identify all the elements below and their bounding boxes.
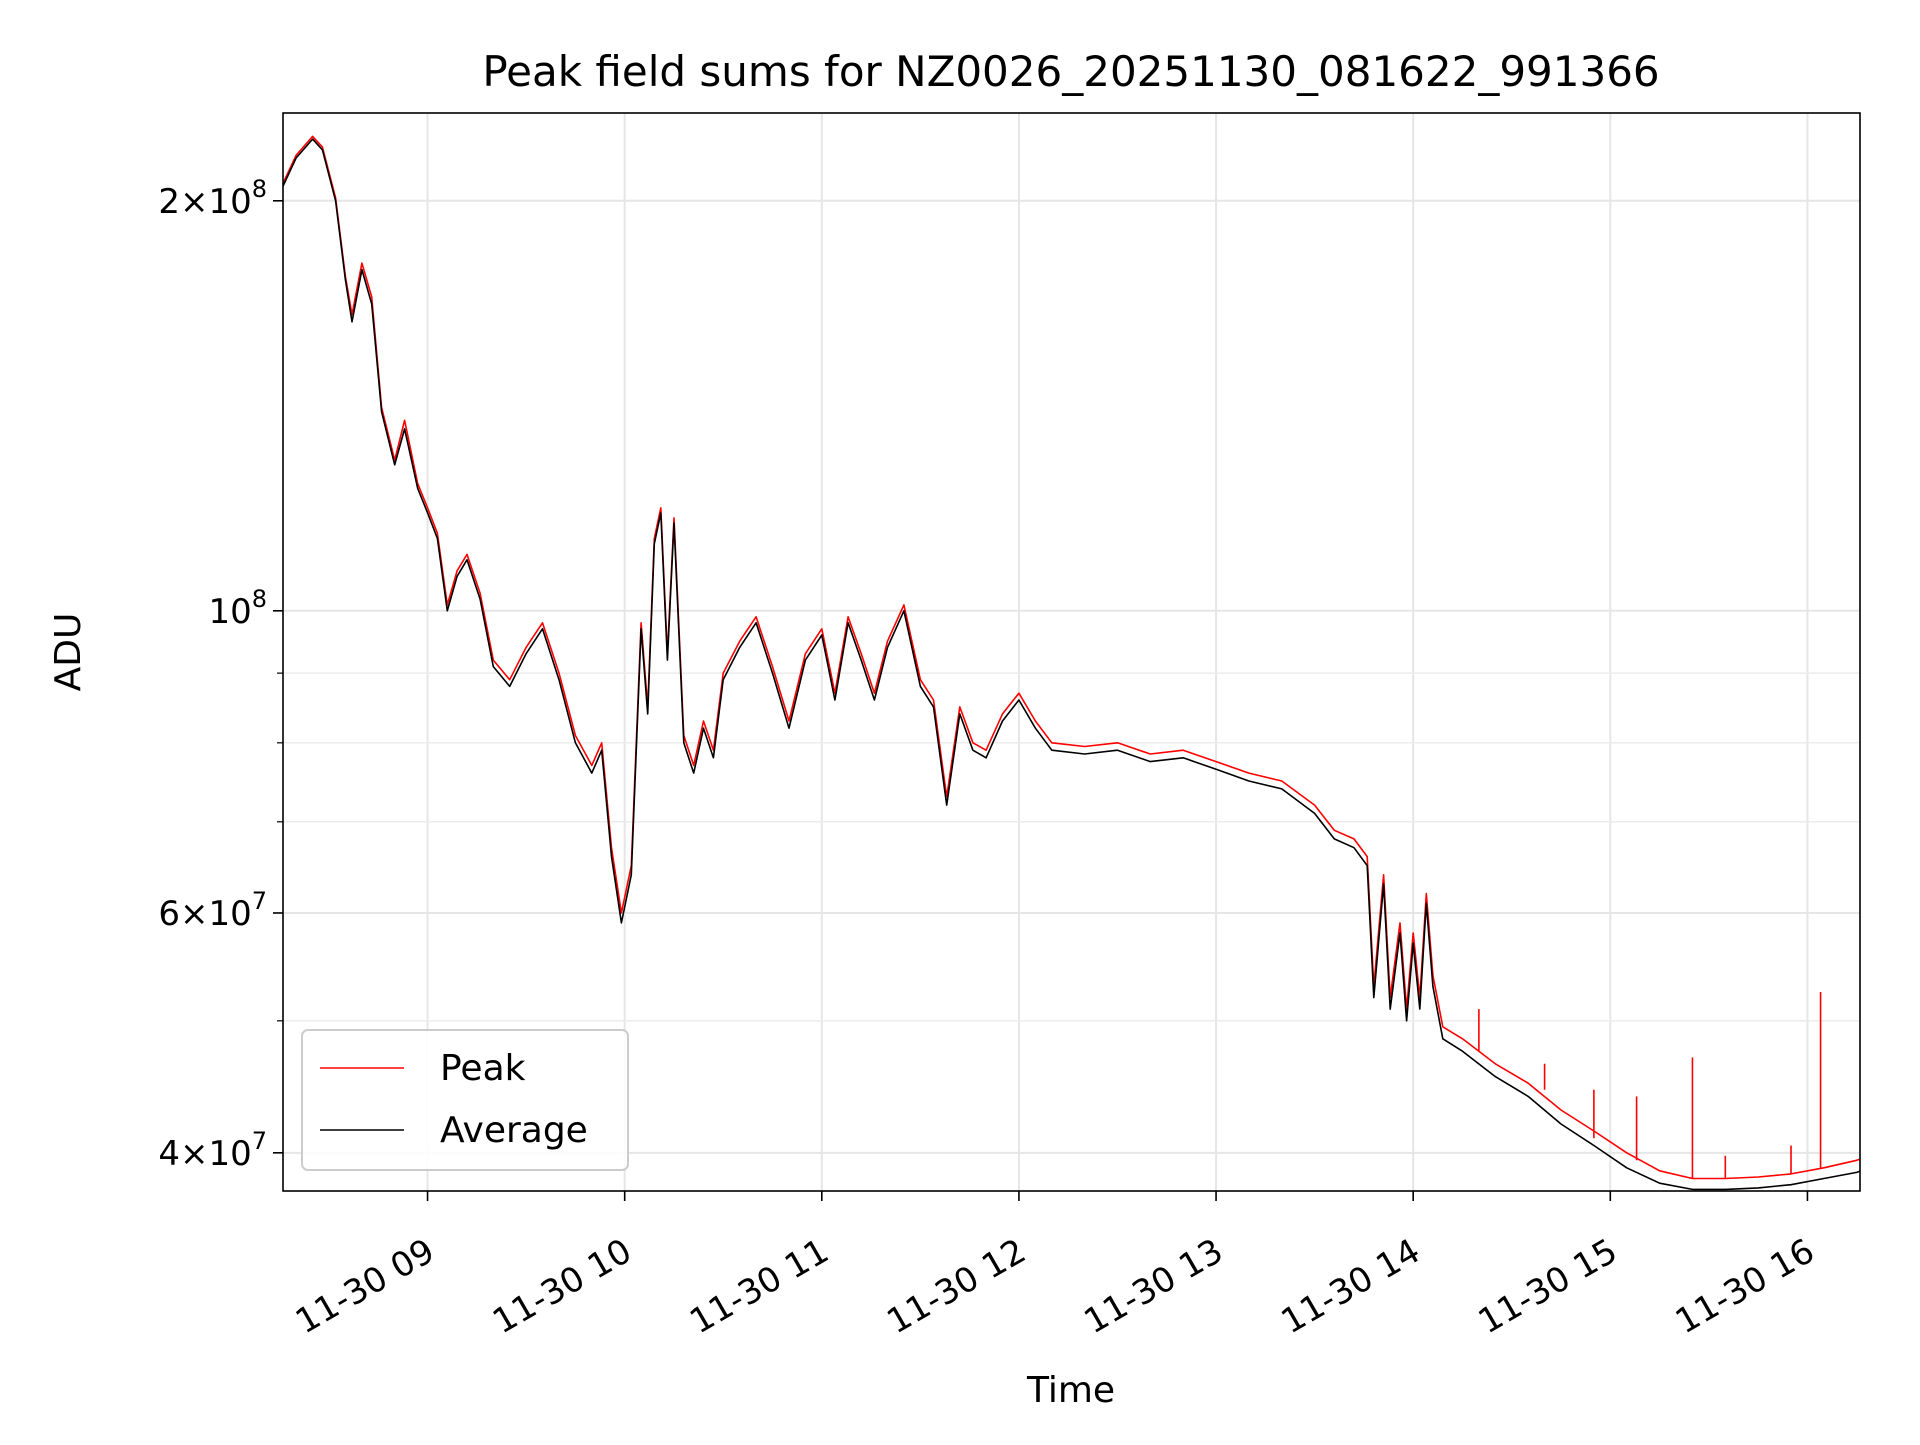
legend: Peak Average xyxy=(301,1029,629,1171)
plot-series xyxy=(283,135,1860,1191)
y-axis-label: ADU xyxy=(48,613,89,692)
grid xyxy=(283,113,1860,1191)
legend-frame xyxy=(301,1029,629,1171)
series-line-average xyxy=(283,138,1860,1191)
series-line-peak xyxy=(283,135,1860,1180)
y-tick-label: 108 xyxy=(208,585,267,632)
x-axis-label: Time xyxy=(1026,1370,1115,1411)
y-tick-label: 2×108 xyxy=(158,175,267,222)
legend-label-peak: Peak xyxy=(440,1048,526,1089)
y-tick-label: 6×107 xyxy=(158,887,267,934)
plot-frame xyxy=(282,112,1861,1192)
y-tick-label: 4×107 xyxy=(158,1127,267,1174)
legend-label-average: Average xyxy=(440,1110,588,1151)
chart-title: Peak field sums for NZ0026_20251130_0816… xyxy=(482,47,1659,96)
